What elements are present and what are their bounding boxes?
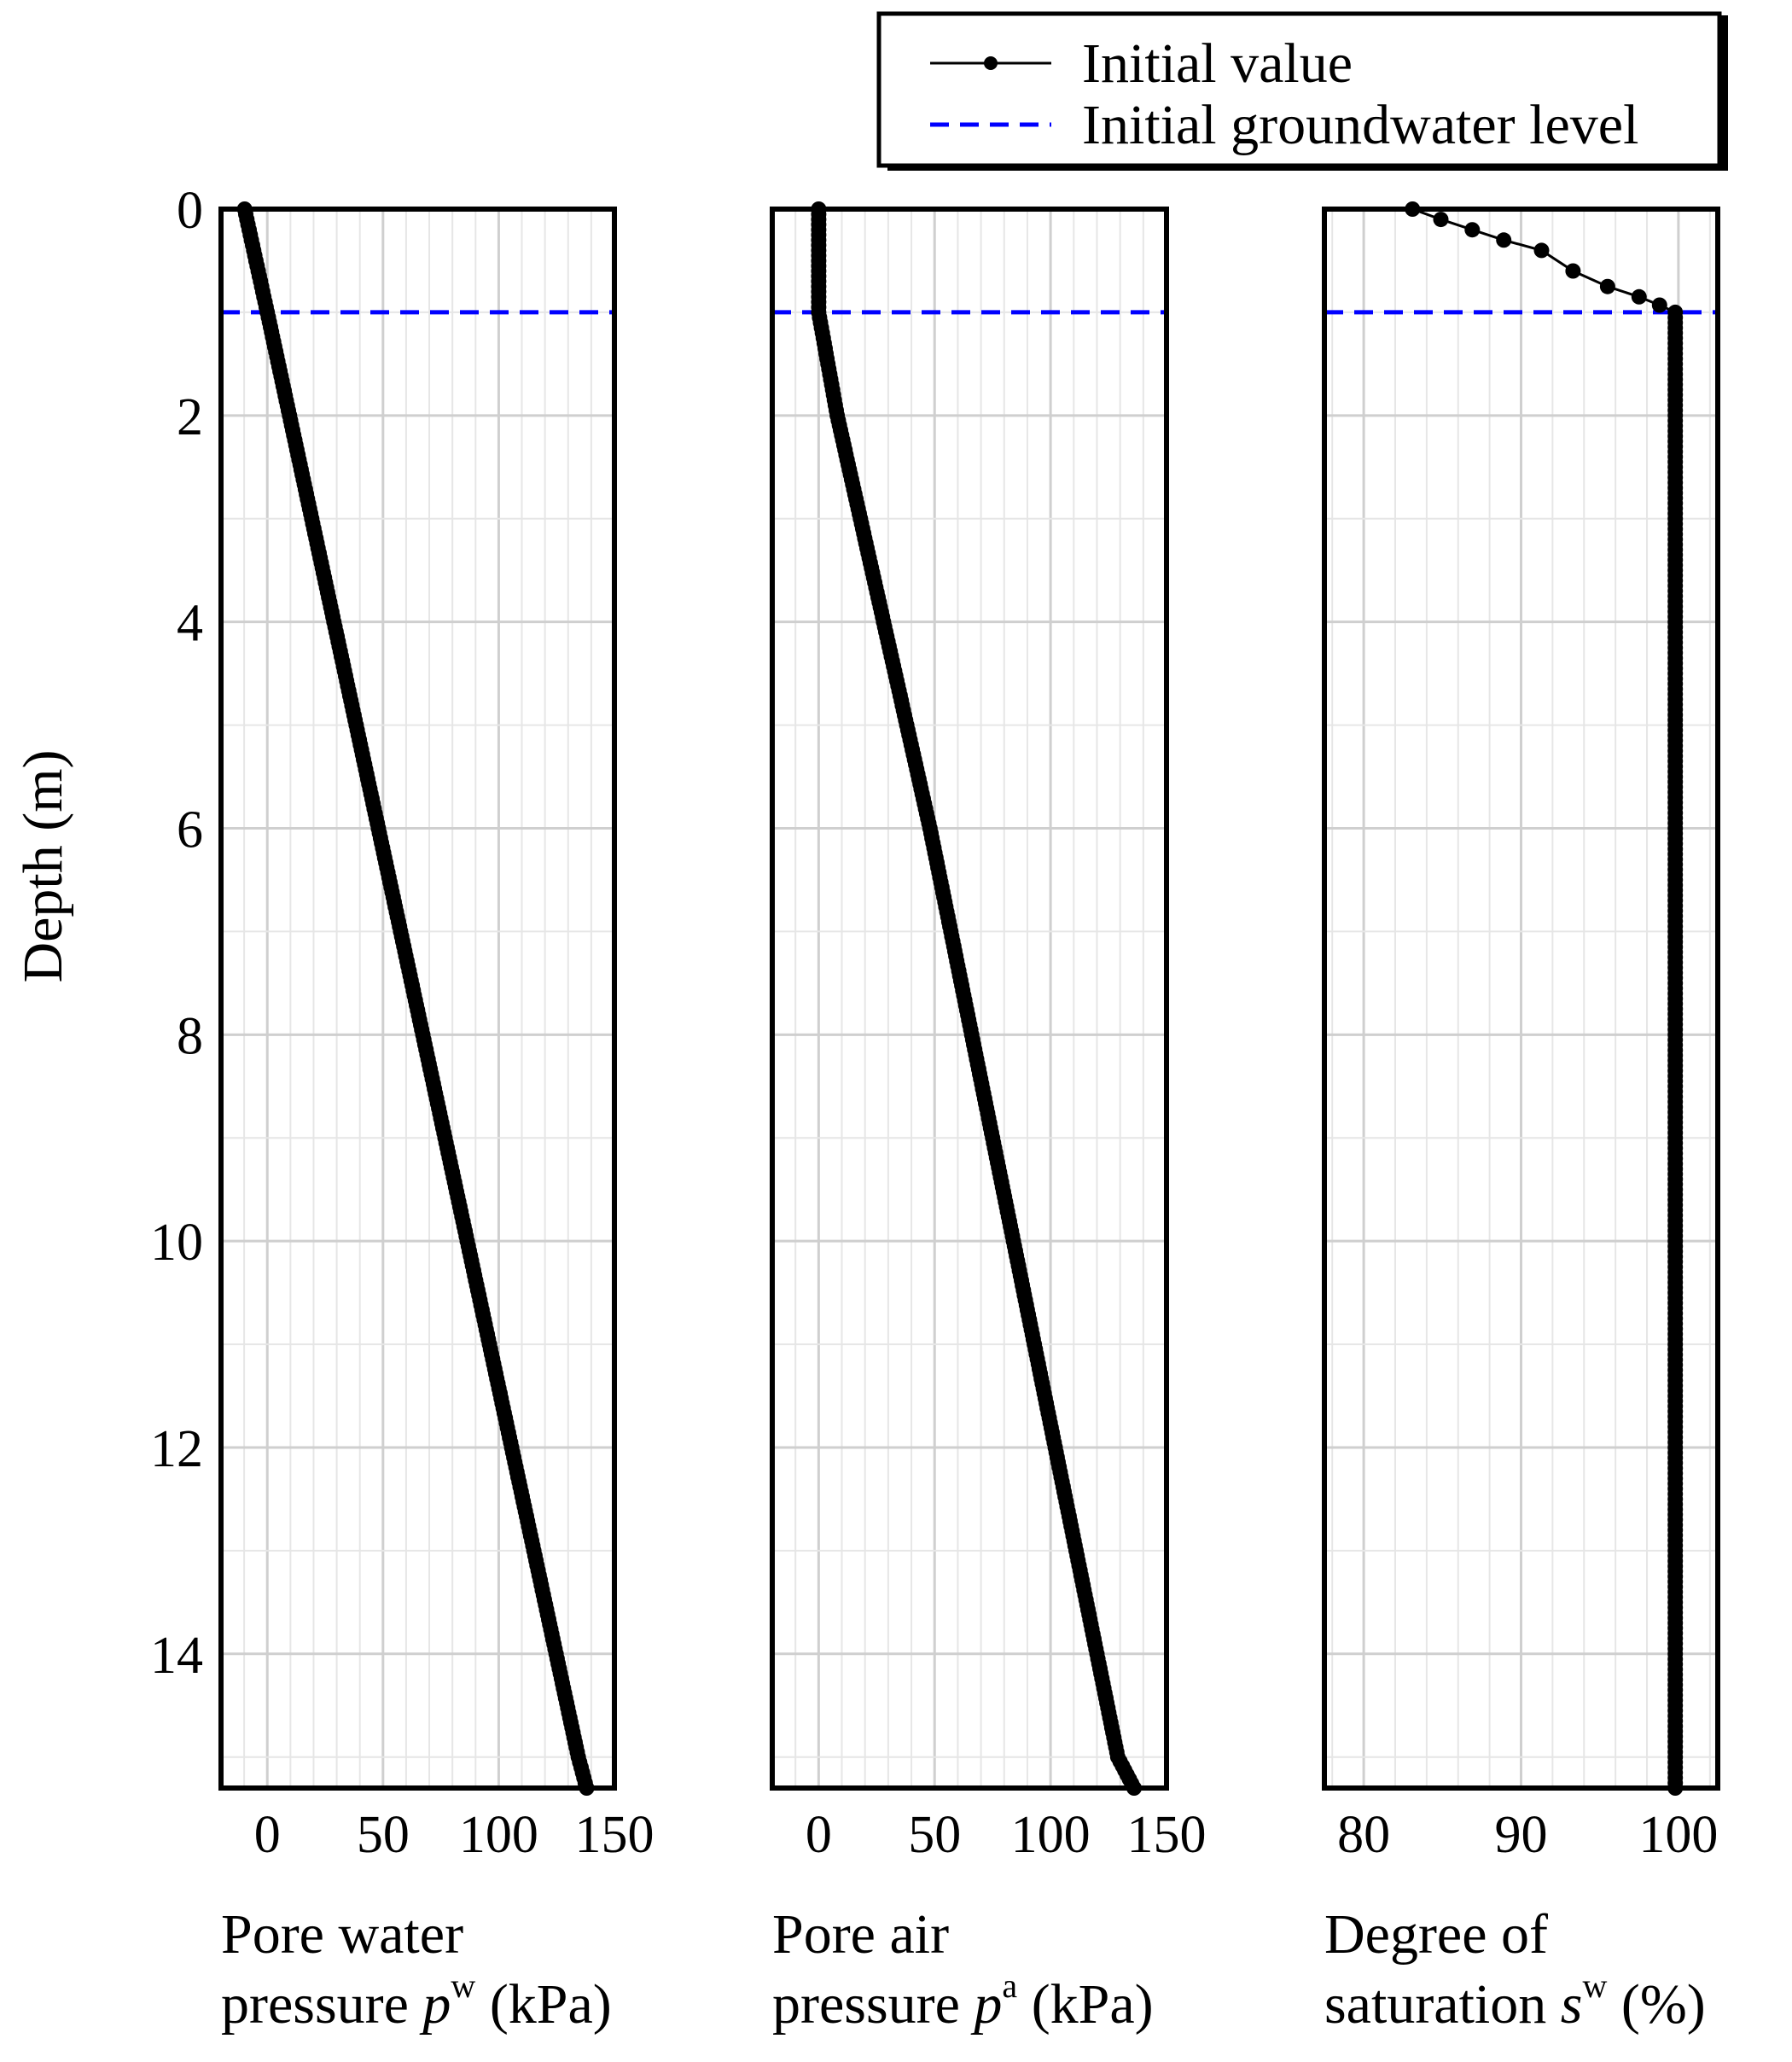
y-tick-label: 14 [150, 1627, 203, 1685]
plot-frame [218, 207, 617, 1791]
legend-label-initial-value: Initial value [1082, 32, 1353, 95]
panel-pore-air-pressure: 0 50 100 150 [770, 201, 1207, 1864]
data-point [1631, 288, 1647, 305]
plot-frame [770, 207, 1169, 1791]
legend: Initial value Initial groundwater level [876, 11, 1728, 171]
data-point [1565, 263, 1581, 279]
x-axis-label-line1: Pore water [221, 1903, 463, 1966]
data-point [1433, 212, 1449, 228]
x-tick-label: 50 [357, 1806, 410, 1864]
x-tick-label: 150 [575, 1806, 655, 1864]
y-tick-label: 10 [150, 1214, 203, 1272]
x-axis-label-line1: Pore air [772, 1903, 949, 1966]
x-tick-label: 80 [1337, 1806, 1390, 1864]
legend-marker-initial-value [984, 56, 998, 70]
y-tick-label: 2 [177, 388, 203, 446]
plot-frame [1322, 207, 1720, 1791]
y-tick-label: 4 [177, 595, 203, 653]
data-point [1651, 297, 1667, 313]
y-tick-label: 6 [177, 801, 203, 859]
legend-label-groundwater: Initial groundwater level [1082, 94, 1638, 156]
y-axis-label: Depth (m) [12, 749, 74, 982]
x-axis-label-line2: saturation sw (%) [1324, 1966, 1706, 2036]
y-tick-label: 8 [177, 1007, 203, 1065]
x-tick-label: 50 [908, 1806, 961, 1864]
data-point [1464, 222, 1481, 238]
x-tick-label: 0 [254, 1806, 281, 1864]
legend-box [876, 11, 1722, 168]
x-tick-label: 100 [1011, 1806, 1091, 1864]
panel-degree-of-saturation: 80 90 100 [1322, 201, 1720, 1864]
data-point [1533, 242, 1550, 259]
x-tick-label: 100 [459, 1806, 538, 1864]
y-tick-label: 12 [150, 1420, 203, 1478]
x-tick-label: 100 [1638, 1806, 1718, 1864]
x-axis-label-line2: pressure pw (kPa) [221, 1966, 612, 2036]
y-tick-labels: 0 2 4 6 8 10 12 14 [150, 182, 203, 1685]
x-tick-label: 0 [806, 1806, 832, 1864]
x-axis-label-line1: Degree of [1324, 1903, 1548, 1966]
x-axis-label-line2: pressure pa (kPa) [772, 1966, 1154, 2036]
data-point [1599, 278, 1615, 294]
x-tick-label: 90 [1495, 1806, 1548, 1864]
panel-pore-water-pressure: 0 50 100 150 [218, 201, 655, 1864]
x-tick-label: 150 [1127, 1806, 1207, 1864]
y-tick-label: 0 [177, 182, 203, 240]
data-point [1496, 232, 1512, 248]
